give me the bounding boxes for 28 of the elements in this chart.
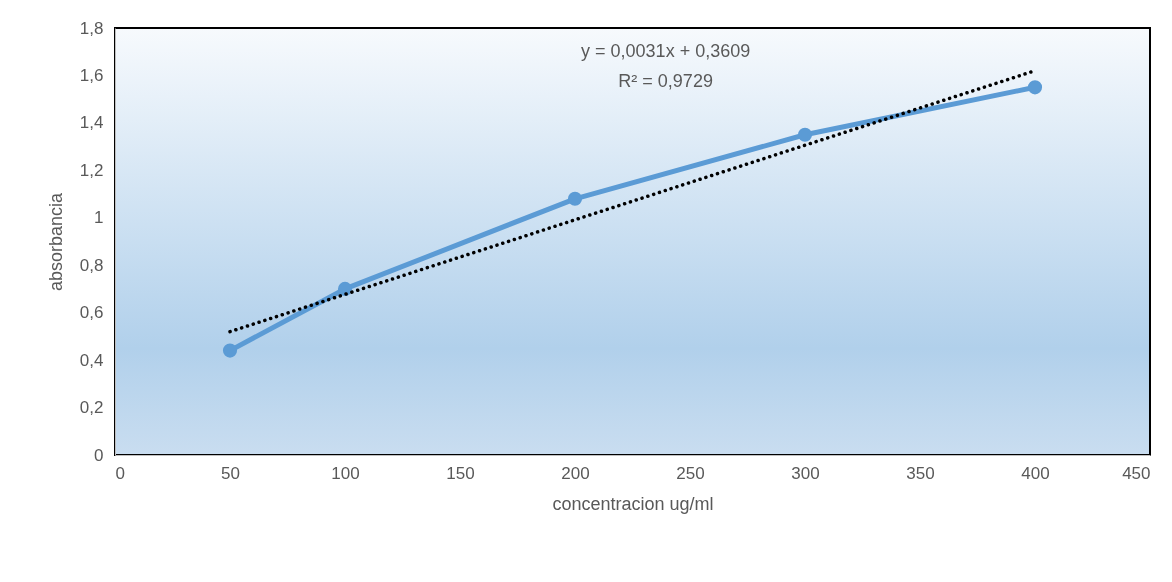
x-tick-label: 50	[221, 463, 240, 483]
x-tick-label: 250	[676, 463, 705, 483]
y-tick-label: 1,2	[79, 160, 104, 180]
y-tick-label: 1,6	[79, 65, 104, 85]
point	[222, 343, 238, 358]
y-tick-label: 1	[94, 208, 104, 228]
x-tick-label: 200	[561, 463, 590, 483]
y-tick-label: 0,2	[79, 398, 104, 418]
x-tick-label: 300	[791, 463, 820, 483]
y-tick-label: 0,4	[79, 350, 104, 370]
x-tick-label: 450	[1122, 463, 1151, 483]
x-tick-label: 150	[446, 463, 475, 483]
x-tick-label: 400	[1021, 463, 1050, 483]
y-tick-label: 0,8	[79, 255, 104, 275]
point	[797, 127, 813, 142]
point	[567, 191, 583, 206]
annotation: R² = 0,9729	[618, 71, 713, 91]
x-tick-label: 0	[115, 463, 125, 483]
y-tick-label: 0	[94, 445, 104, 465]
y-tick-label: 1,8	[79, 18, 104, 38]
x-axis-title: concentracion ug/ml	[552, 493, 714, 514]
y-axis-title: absorbancia	[45, 191, 66, 292]
point	[1027, 80, 1043, 95]
annotation: y = 0,0031x + 0,3609	[581, 41, 751, 61]
y-tick-label: 1,4	[79, 113, 104, 133]
x-tick-label: 350	[906, 463, 935, 483]
y-tick-label: 0,6	[79, 303, 104, 323]
x-tick-label: 100	[331, 463, 360, 483]
